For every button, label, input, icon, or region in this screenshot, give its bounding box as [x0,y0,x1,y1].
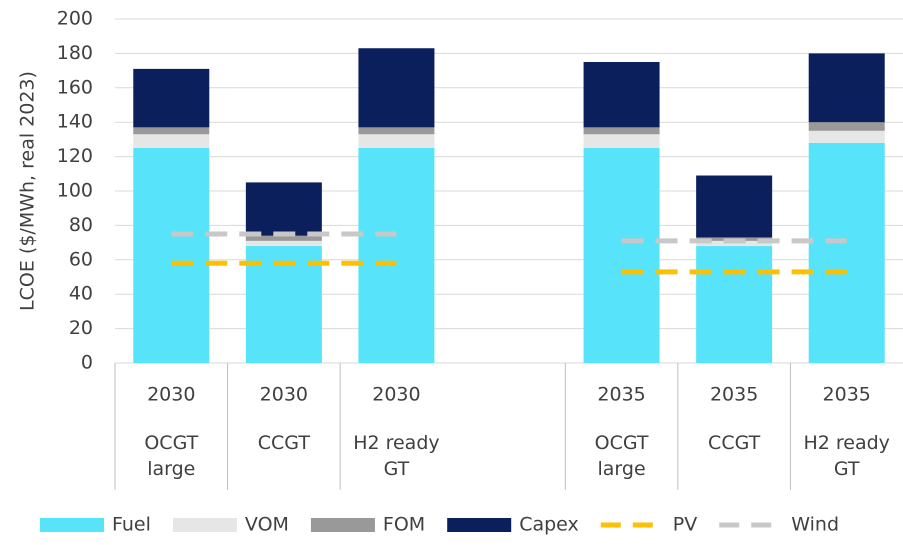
bar-segment [696,175,773,238]
x-subcategory-label: CCGT [708,432,761,454]
legend-label: PV [673,514,697,536]
x-tick-label: 2035 [597,384,645,406]
bar-segment [245,182,322,236]
x-tick-label: 2035 [710,384,758,406]
bar-segment [583,148,660,363]
bar-segment [133,127,210,135]
bar-segment [358,48,435,128]
bar-segment [358,127,435,135]
x-tick-label: 2030 [147,384,195,406]
legend-label: VOM [245,514,289,536]
y-tick-label: 60 [69,248,93,270]
bar-segment [133,148,210,363]
bar-segment [583,127,660,135]
y-tick-label: 80 [69,214,93,236]
bar-segment [245,235,322,241]
bar-segment [808,130,885,143]
legend-label: Fuel [112,514,151,536]
bar-segment [133,68,210,128]
y-axis-label: LCOE ($/MWh, real 2023) [17,71,39,311]
x-subcategory-label: H2 ready GT [803,432,890,480]
y-tick-label: 180 [57,42,93,64]
legend-swatch [172,518,237,532]
x-tick-label: 2030 [260,384,308,406]
y-tick-label: 20 [69,317,93,339]
x-subcategory-label: OCGT large [144,432,199,480]
y-tick-label: 160 [57,76,93,98]
bar-segment [808,142,885,363]
legend-label: Wind [791,514,839,536]
x-subcategory-label: H2 ready GT [353,432,440,480]
x-tick-label: 2035 [823,384,871,406]
y-tick-label: 40 [69,283,93,305]
x-subcategory-label: CCGT [257,432,310,454]
y-tick-label: 140 [57,111,93,133]
legend-label: Capex [519,514,579,536]
bar-segment [358,148,435,363]
bar-segment [696,246,773,363]
bar-segment [358,134,435,148]
bar-segment [245,240,322,247]
y-tick-label: 100 [57,180,93,202]
bar-segment [808,53,885,123]
bar-segment [583,134,660,148]
y-tick-label: 0 [81,352,93,374]
y-tick-label: 120 [57,145,93,167]
bar-segment [808,122,885,131]
x-subcategory-label: OCGT large [594,432,649,480]
legend-swatch [40,518,104,532]
bar-segment [696,240,773,247]
y-tick-label: 200 [57,8,93,30]
legend-label: FOM [383,514,425,536]
legend-swatch [310,518,375,532]
bar-segment [133,134,210,148]
x-tick-label: 2030 [372,384,420,406]
legend-swatch [447,518,512,532]
bar-segment [583,62,660,128]
